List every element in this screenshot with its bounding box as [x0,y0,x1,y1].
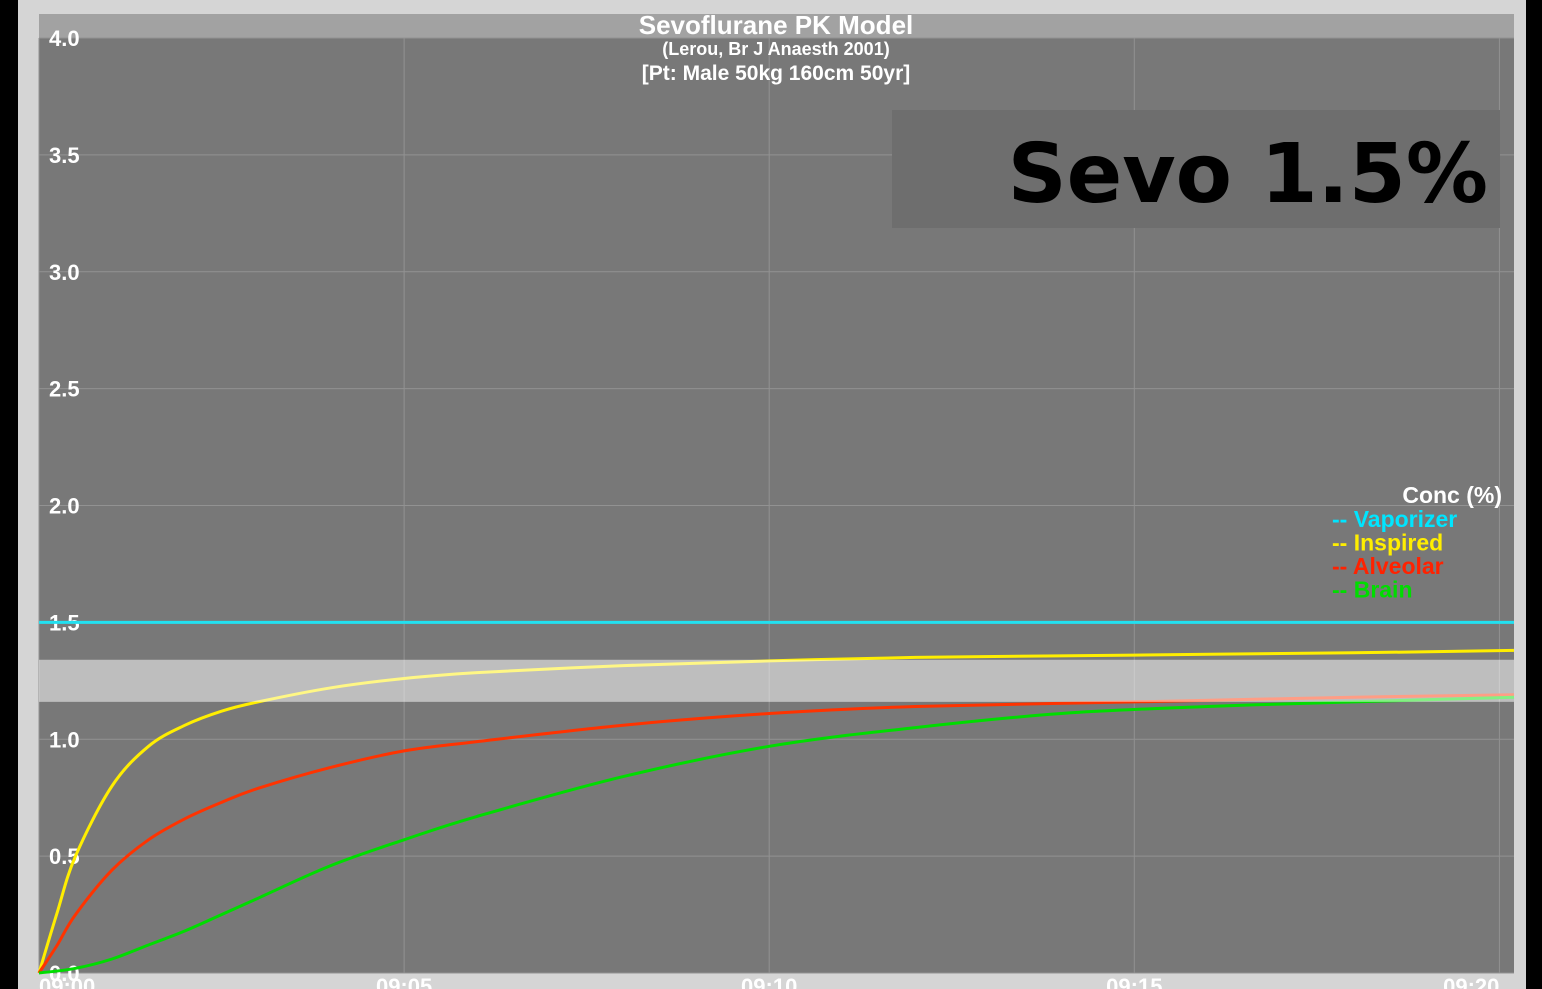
x-tick-label: 09:05 [376,974,432,989]
highlight-band [39,659,1514,702]
legend-entry: -- Vaporizer [1332,506,1457,532]
y-tick-label: 2.0 [49,494,80,519]
chart-frame: 0.0 0.5 1.0 1.5 2.0 2.5 3.0 3.5 4.0 09:00 09:05 09… [18,0,1526,989]
legend: Conc (%)-- Vaporizer-- Inspired-- Alveol… [1332,482,1502,603]
patient-info: [Pt: Male 50kg 160cm 50yr] [642,62,910,85]
series-layer [37,620,1515,975]
y-tick-label: 1.0 [49,727,80,752]
series-line-alveolar [37,693,1515,974]
x-tick-labels: 09:00 09:05 09:10 09:15 09:20 [39,974,1499,989]
series-line-brain [38,695,1515,975]
overlay-label: Sevo 1.5% [1008,127,1488,222]
x-tick-label: 09:15 [1106,974,1162,989]
legend-entry: -- Alveolar [1332,553,1444,579]
title-bar [39,14,1514,38]
legend-entry: -- Inspired [1332,530,1443,556]
y-tick-label: 3.5 [49,143,80,168]
chart-svg: 0.00.51.01.52.02.53.03.54.0 09:00 09:05 09… [37,10,1515,989]
overlay-label-box [892,110,1500,228]
legend-entry: -- Brain [1332,577,1413,603]
y-tick-label: 4.0 [49,26,80,51]
chart-subtitle: (Lerou, Br J Anaesth 2001) [662,39,889,59]
x-tick-label: 09:00 [39,974,95,989]
x-tick-label: 09:20 [1443,974,1499,989]
y-tick-label: 2.5 [49,377,80,402]
y-tick-label: 0.0 [49,961,80,986]
legend-title: Conc (%) [1402,482,1502,508]
y-tick-label: 3.0 [49,260,80,285]
x-tick-label: 09:10 [741,974,797,989]
chart-title: Sevoflurane PK Model [639,10,914,40]
